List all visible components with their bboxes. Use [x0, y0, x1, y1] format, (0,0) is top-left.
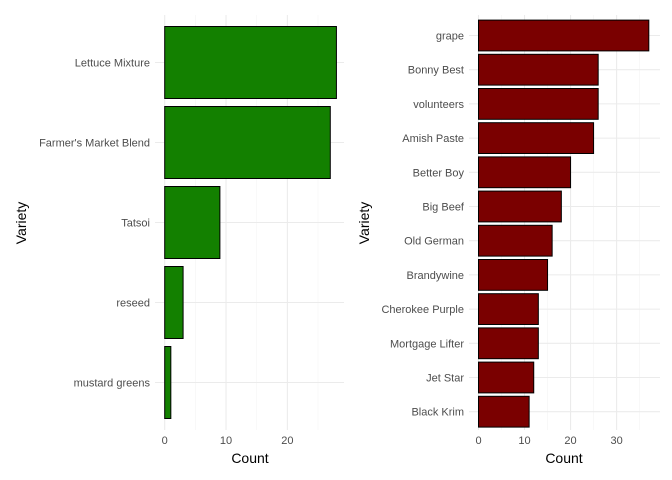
right-bar-jet-star [478, 361, 535, 394]
right-category-labels: grape Bonny Best volunteers Amish Paste Bett… [381, 31, 464, 419]
right-category-label-grape: grape [436, 31, 464, 43]
right-category-label-mortgage-lifter: Mortgage Lifter [390, 338, 464, 350]
right-x-axis-title: Count [545, 450, 582, 466]
left-bar-farmer-s-market-blend [164, 106, 331, 179]
right-x-tick-label: 20 [564, 435, 576, 447]
right-bar-cherokee-purple [478, 293, 539, 326]
right-category-label-brandywine: Brandywine [407, 270, 464, 282]
left-category-label-lettuce-mixture: Lettuce Mixture [75, 58, 150, 70]
left-x-axis-title: Count [231, 450, 268, 466]
right-category-label-volunteers: volunteers [413, 99, 464, 111]
right-category-label-bonny-best: Bonny Best [408, 65, 464, 77]
right-category-label-cherokee-purple: Cherokee Purple [381, 304, 464, 316]
right-category-label-jet-star: Jet Star [426, 373, 464, 385]
left-chart-panel: Lettuce Mixture Farmer's Market Blend Tats… [13, 15, 344, 466]
right-category-label-old-german: Old German [404, 236, 464, 248]
right-bar-grape [478, 19, 650, 52]
left-y-axis-title: Variety [13, 202, 29, 245]
right-bars [478, 19, 650, 428]
left-bar-tatsoi [164, 186, 221, 259]
right-bar-brandywine [478, 259, 549, 291]
left-x-tick-labels: 0 10 20 [162, 435, 294, 447]
left-category-label-farmer-s-market-blend: Farmer's Market Blend [39, 138, 150, 150]
right-bar-amish-paste [478, 122, 595, 154]
left-x-tick-label: 20 [281, 435, 293, 447]
right-bar-black-krim [478, 395, 530, 428]
right-x-tick-label: 0 [475, 435, 481, 447]
left-category-label-tatsoi: Tatsoi [121, 218, 150, 230]
left-x-tick-label: 10 [220, 435, 232, 447]
right-x-tick-labels: 0 10 20 30 [475, 435, 622, 447]
left-category-label-mustard-greens: mustard greens [74, 378, 151, 390]
right-bar-volunteers [478, 88, 599, 120]
right-bar-mortgage-lifter [478, 327, 539, 360]
right-bar-big-beef [478, 190, 562, 223]
right-bar-bonny-best [478, 53, 599, 86]
right-chart-panel: grape Bonny Best volunteers Amish Paste Bett… [356, 15, 660, 466]
right-category-label-black-krim: Black Krim [411, 407, 464, 419]
right-bar-better-boy [478, 156, 572, 189]
right-category-label-better-boy: Better Boy [413, 167, 465, 179]
left-category-labels: Lettuce Mixture Farmer's Market Blend Tats… [39, 58, 150, 390]
right-category-label-amish-paste: Amish Paste [402, 133, 464, 145]
right-y-axis-title: Variety [356, 202, 372, 245]
right-x-tick-label: 10 [518, 435, 530, 447]
left-bar-mustard-greens [164, 346, 172, 419]
left-bar-lettuce-mixture [164, 26, 337, 99]
left-x-tick-label: 0 [162, 435, 168, 447]
right-x-tick-label: 30 [610, 435, 622, 447]
right-bar-old-german [478, 224, 553, 257]
right-category-label-big-beef: Big Beef [422, 202, 465, 214]
left-category-label-reseed: reseed [116, 298, 150, 310]
left-bars [164, 26, 337, 419]
left-bar-reseed [164, 266, 184, 339]
